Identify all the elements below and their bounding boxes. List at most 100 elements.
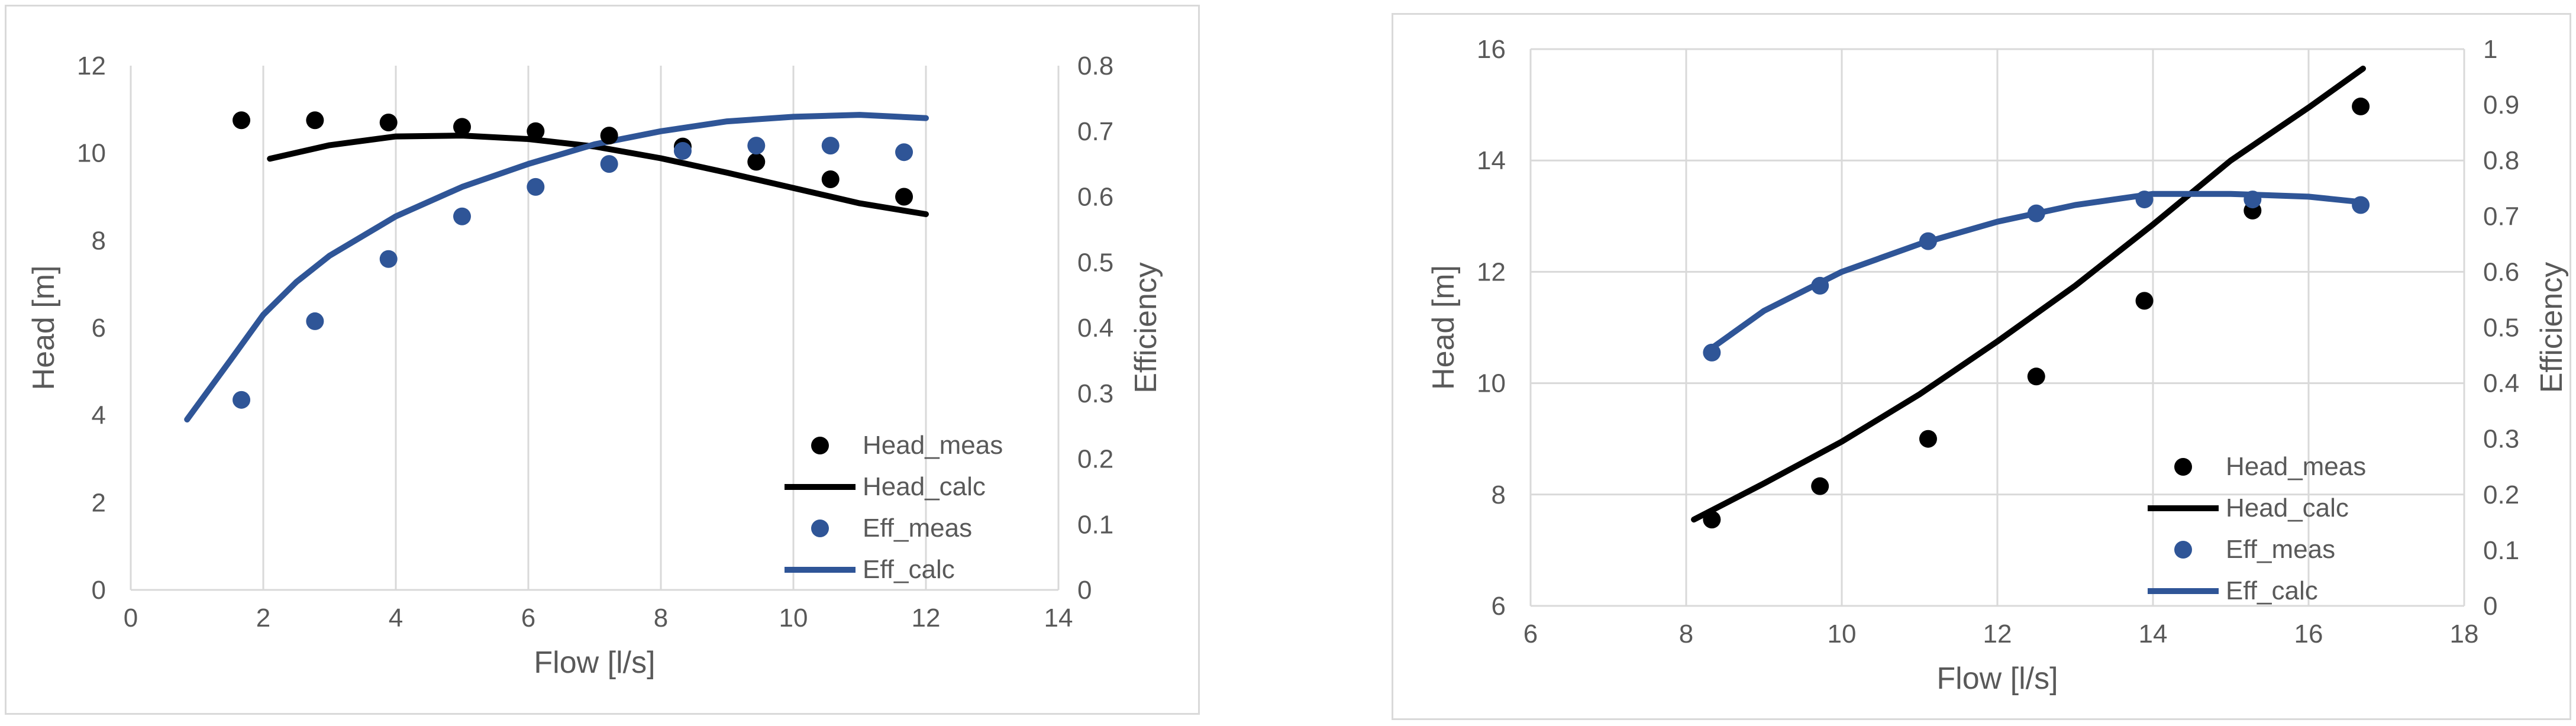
y-axis-title: Head [m]	[1426, 265, 1461, 390]
y2-tick-label: 1	[2483, 35, 2497, 64]
x-tick-label: 8	[1679, 619, 1693, 648]
data-point-head-meas	[895, 188, 913, 206]
legend-label: Head_calc	[863, 472, 986, 501]
data-point-head-meas	[527, 122, 545, 140]
y-tick-label: 12	[77, 51, 106, 80]
y2-tick-label: 0.5	[1077, 248, 1113, 277]
data-point-eff-meas	[453, 207, 471, 225]
y-tick-label: 10	[1477, 369, 1506, 398]
y-tick-label: 8	[92, 226, 106, 255]
legend-swatch-marker	[2174, 541, 2192, 559]
y2-tick-label: 0.6	[2483, 257, 2519, 286]
y2-tick-label: 0.6	[1077, 183, 1113, 212]
data-point-head-meas	[1919, 430, 1937, 448]
y2-tick-label: 0.8	[2483, 146, 2519, 175]
y-tick-label: 2	[92, 488, 106, 517]
data-point-head-meas	[306, 111, 324, 130]
y2-tick-label: 0.2	[1077, 445, 1113, 474]
data-point-head-meas	[821, 170, 840, 188]
data-point-head-meas	[2135, 292, 2154, 310]
data-point-eff-meas	[527, 178, 545, 196]
y-tick-label: 4	[92, 401, 106, 430]
data-point-head-meas	[1811, 477, 1829, 495]
data-point-head-meas	[2352, 97, 2370, 115]
data-point-eff-meas	[306, 312, 324, 330]
y2-tick-label: 0.8	[1077, 51, 1113, 80]
x-tick-label: 16	[2294, 619, 2323, 648]
legend-swatch-marker	[2174, 458, 2192, 476]
x-tick-label: 12	[912, 604, 941, 633]
data-point-head-meas	[1703, 511, 1721, 529]
x-tick-label: 6	[1523, 619, 1538, 648]
legend-label: Eff_calc	[2226, 576, 2318, 605]
x-tick-label: 14	[2139, 619, 2168, 648]
data-point-eff-meas	[379, 250, 398, 268]
legend-label: Head_meas	[863, 431, 1003, 460]
data-point-eff-meas	[2135, 191, 2154, 209]
data-point-eff-meas	[2027, 204, 2045, 222]
y2-tick-label: 0	[2483, 592, 2497, 621]
y-tick-label: 8	[1492, 480, 1506, 509]
legend-label: Eff_meas	[863, 514, 972, 543]
x-tick-label: 2	[256, 604, 270, 633]
y-tick-label: 12	[1477, 257, 1506, 286]
y2-axis-title: Efficiency	[2535, 262, 2569, 393]
series-line-eff-calc	[184, 112, 929, 422]
x-tick-label: 4	[389, 604, 403, 633]
y2-tick-label: 0.7	[1077, 117, 1113, 146]
y-tick-label: 10	[77, 139, 106, 168]
legend-label: Head_calc	[2226, 493, 2349, 522]
y2-tick-label: 0.7	[2483, 202, 2519, 231]
x-tick-label: 18	[2450, 619, 2479, 648]
data-point-eff-meas	[747, 137, 766, 155]
legend-swatch-marker	[811, 520, 829, 537]
y2-tick-label: 0.1	[1077, 510, 1113, 539]
y2-tick-label: 0.3	[2483, 425, 2519, 454]
data-point-head-meas	[747, 153, 766, 171]
chart-left: 0 2 4 6 8 10 12 1402468101200.10.20.30.40.50.60…	[27, 51, 1163, 680]
data-point-eff-meas	[895, 143, 913, 162]
y2-tick-label: 0.2	[2483, 480, 2519, 509]
x-tick-label: 0	[124, 604, 138, 633]
data-point-head-meas	[600, 127, 618, 145]
y2-tick-label: 0.4	[1077, 314, 1113, 343]
y-tick-label: 14	[1477, 146, 1506, 175]
data-point-head-meas	[233, 111, 251, 130]
legend-label: Eff_calc	[863, 555, 955, 584]
y2-tick-label: 0.5	[2483, 314, 2519, 343]
x-axis-title: Flow [l/s]	[1936, 662, 2058, 696]
y2-axis-title: Efficiency	[1129, 262, 1163, 393]
data-point-eff-meas	[233, 391, 251, 409]
y-tick-label: 6	[92, 314, 106, 343]
x-tick-label: 6	[521, 604, 535, 633]
x-axis-title: Flow [l/s]	[534, 646, 655, 680]
data-point-eff-meas	[2243, 191, 2262, 209]
data-point-eff-meas	[673, 141, 692, 160]
data-point-head-meas	[453, 118, 471, 136]
y-tick-label: 16	[1477, 35, 1506, 64]
y2-tick-label: 0.1	[2483, 536, 2519, 565]
data-point-eff-meas	[1811, 276, 1829, 295]
y2-tick-label: 0	[1077, 576, 1092, 605]
y-axis-title: Head [m]	[27, 266, 61, 391]
series-line-head-calc	[1691, 65, 2366, 523]
data-point-eff-meas	[1703, 343, 1721, 362]
legend-label: Eff_meas	[2226, 535, 2335, 564]
legend-swatch-marker	[811, 437, 829, 454]
y2-tick-label: 0.3	[1077, 379, 1113, 408]
chart-panel-left: 0 2 4 6 8 10 12 14 0 2 4 6 8 10 12 0 0.1 0.2 0.3 0.4 0.5 0.6 0…	[5, 5, 1200, 715]
y2-tick-label: 0.4	[2483, 369, 2519, 398]
chart-panel-right: 6 8 10 12 14 16 18 6 8 10 12 14 16 0 0.1 0.2 0.3 0.4 0.5 0.…	[1392, 13, 2571, 720]
data-point-eff-meas	[2352, 196, 2370, 214]
y-tick-label: 6	[1492, 592, 1506, 621]
x-tick-label: 12	[1983, 619, 2012, 648]
x-tick-label: 10	[1828, 619, 1857, 648]
x-tick-label: 14	[1044, 604, 1073, 633]
y-tick-label: 0	[92, 576, 106, 605]
chart-right: 6 8 10 12 14 16 18 6 8 10 12 14 16 0 0.1 0.2 0.3 0.4 0.5 0.…	[1426, 35, 2569, 696]
x-tick-label: 10	[779, 604, 808, 633]
data-point-eff-meas	[821, 137, 840, 155]
x-tick-label: 8	[654, 604, 668, 633]
data-point-head-meas	[379, 113, 398, 131]
data-point-eff-meas	[600, 155, 618, 173]
